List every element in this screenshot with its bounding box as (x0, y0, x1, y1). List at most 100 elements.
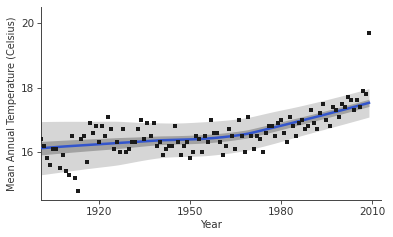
Point (47, 163, 53, 167)
Point (172, 124, 178, 128)
Point (260, 150, 266, 154)
Point (114, 140, 120, 144)
Point (284, 140, 290, 144)
Point (153, 144, 160, 147)
Point (214, 131, 220, 135)
Point (196, 137, 202, 141)
Point (87, 121, 93, 125)
Point (360, 89, 366, 93)
Point (184, 140, 190, 144)
Point (299, 118, 305, 122)
Point (105, 115, 111, 118)
Point (56, 166, 62, 170)
Point (144, 121, 151, 125)
Point (342, 105, 348, 109)
Point (275, 121, 281, 125)
Point (363, 92, 369, 96)
Point (244, 115, 251, 118)
Point (269, 124, 275, 128)
Point (156, 140, 163, 144)
Point (96, 140, 102, 144)
Point (323, 118, 330, 122)
Point (257, 137, 263, 141)
Point (272, 134, 278, 138)
Point (163, 147, 169, 151)
Point (336, 115, 342, 118)
Point (326, 124, 332, 128)
Point (169, 144, 175, 147)
Point (199, 150, 205, 154)
Point (332, 108, 339, 112)
Point (53, 147, 60, 151)
Point (320, 102, 327, 105)
Point (211, 131, 217, 135)
Point (77, 137, 84, 141)
Point (151, 121, 157, 125)
Point (117, 150, 123, 154)
Point (281, 131, 287, 135)
Point (296, 121, 302, 125)
Point (44, 156, 51, 160)
Point (202, 134, 208, 138)
Y-axis label: Mean Annual Temperature (Celsius): Mean Annual Temperature (Celsius) (7, 16, 17, 191)
Point (147, 134, 154, 138)
Point (138, 118, 145, 122)
Point (59, 153, 66, 157)
Point (62, 169, 69, 173)
Point (338, 102, 345, 105)
Point (217, 140, 224, 144)
Point (253, 134, 260, 138)
Point (235, 118, 242, 122)
Point (229, 134, 235, 138)
Point (223, 144, 230, 147)
Point (50, 147, 57, 151)
Point (241, 150, 248, 154)
Point (278, 118, 284, 122)
Point (293, 134, 299, 138)
Point (178, 153, 184, 157)
Point (84, 160, 90, 164)
Point (38, 137, 44, 141)
Point (248, 134, 254, 138)
Point (354, 99, 360, 102)
Point (120, 128, 127, 131)
Point (93, 124, 99, 128)
Point (226, 128, 233, 131)
Point (193, 134, 199, 138)
Point (141, 137, 148, 141)
Point (239, 134, 245, 138)
Point (129, 140, 136, 144)
Point (187, 156, 193, 160)
Point (311, 121, 318, 125)
Point (250, 147, 257, 151)
Point (351, 108, 357, 112)
Point (220, 153, 226, 157)
Point (205, 140, 211, 144)
Point (126, 147, 132, 151)
Point (232, 147, 239, 151)
Point (75, 189, 81, 192)
Point (266, 124, 272, 128)
Point (287, 115, 293, 118)
Point (208, 118, 214, 122)
Point (174, 140, 181, 144)
Point (102, 134, 108, 138)
Point (305, 124, 311, 128)
Point (165, 144, 172, 147)
Point (90, 131, 96, 135)
Point (68, 134, 75, 138)
Point (290, 124, 296, 128)
Point (345, 95, 351, 99)
Point (41, 144, 48, 147)
Point (190, 150, 196, 154)
Point (329, 105, 336, 109)
Point (132, 140, 138, 144)
Point (302, 128, 309, 131)
Point (160, 153, 166, 157)
Point (181, 144, 187, 147)
Point (314, 128, 321, 131)
Point (317, 111, 323, 115)
Point (366, 31, 372, 35)
Point (308, 108, 314, 112)
Point (72, 176, 78, 180)
